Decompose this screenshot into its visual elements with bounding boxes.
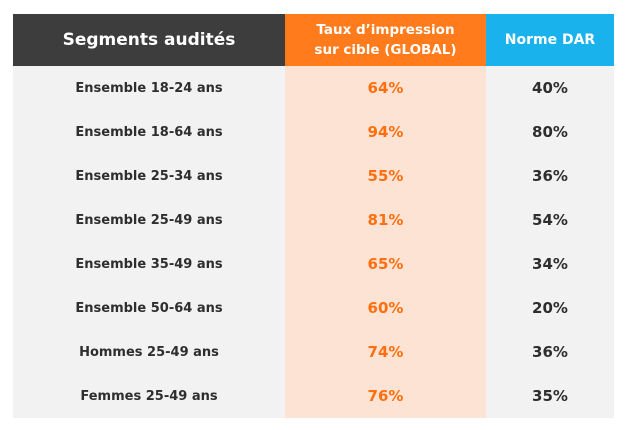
- taux-cell: 94%: [367, 123, 404, 141]
- table-row: Hommes 25-49 ans 74% 36%: [13, 330, 614, 374]
- segment-cell: Ensemble 35-49 ans: [75, 256, 223, 272]
- header-segments: Segments audités: [13, 14, 285, 66]
- norme-cell: 40%: [532, 79, 568, 97]
- table-body: Ensemble 18-24 ans 64% 40% Ensemble 18-6…: [13, 66, 614, 418]
- table-row: Ensemble 25-34 ans 55% 36%: [13, 154, 614, 198]
- audit-table: Segments audités Taux d’impression sur c…: [13, 14, 614, 418]
- table-row: Ensemble 25-49 ans 81% 54%: [13, 198, 614, 242]
- norme-cell: 36%: [532, 343, 568, 361]
- header-taux-line2: sur cible (GLOBAL): [314, 42, 457, 58]
- taux-cell: 65%: [367, 255, 404, 273]
- segment-cell: Ensemble 50-64 ans: [75, 300, 223, 316]
- header-norme-dar: Norme DAR: [486, 14, 614, 66]
- segment-cell: Ensemble 18-64 ans: [75, 124, 223, 140]
- norme-cell: 35%: [532, 387, 568, 405]
- norme-cell: 54%: [532, 211, 568, 229]
- norme-cell: 34%: [532, 255, 568, 273]
- table-header: Segments audités Taux d’impression sur c…: [13, 14, 614, 66]
- norme-cell: 80%: [532, 123, 568, 141]
- header-taux-impression: Taux d’impression sur cible (GLOBAL): [285, 14, 486, 66]
- segment-cell: Ensemble 25-34 ans: [75, 168, 223, 184]
- taux-cell: 76%: [367, 387, 404, 405]
- taux-cell: 64%: [367, 79, 404, 97]
- header-segments-label: Segments audités: [62, 30, 236, 50]
- segment-cell: Ensemble 25-49 ans: [75, 212, 223, 228]
- taux-cell: 60%: [367, 299, 404, 317]
- norme-cell: 20%: [532, 299, 568, 317]
- header-norme-label: Norme DAR: [504, 32, 596, 48]
- table-row: Ensemble 35-49 ans 65% 34%: [13, 242, 614, 286]
- segment-cell: Femmes 25-49 ans: [80, 388, 218, 404]
- segment-cell: Ensemble 18-24 ans: [75, 80, 223, 96]
- table-row: Ensemble 18-64 ans 94% 80%: [13, 110, 614, 154]
- taux-cell: 55%: [367, 167, 404, 185]
- taux-column-highlight: [285, 66, 486, 418]
- taux-cell: 74%: [367, 343, 404, 361]
- norme-cell: 36%: [532, 167, 568, 185]
- segment-cell: Hommes 25-49 ans: [79, 344, 219, 360]
- taux-cell: 81%: [367, 211, 404, 229]
- table-row: Ensemble 50-64 ans 60% 20%: [13, 286, 614, 330]
- table-row: Femmes 25-49 ans 76% 35%: [13, 374, 614, 418]
- header-taux-line1: Taux d’impression: [316, 22, 455, 38]
- table-row: Ensemble 18-24 ans 64% 40%: [13, 66, 614, 110]
